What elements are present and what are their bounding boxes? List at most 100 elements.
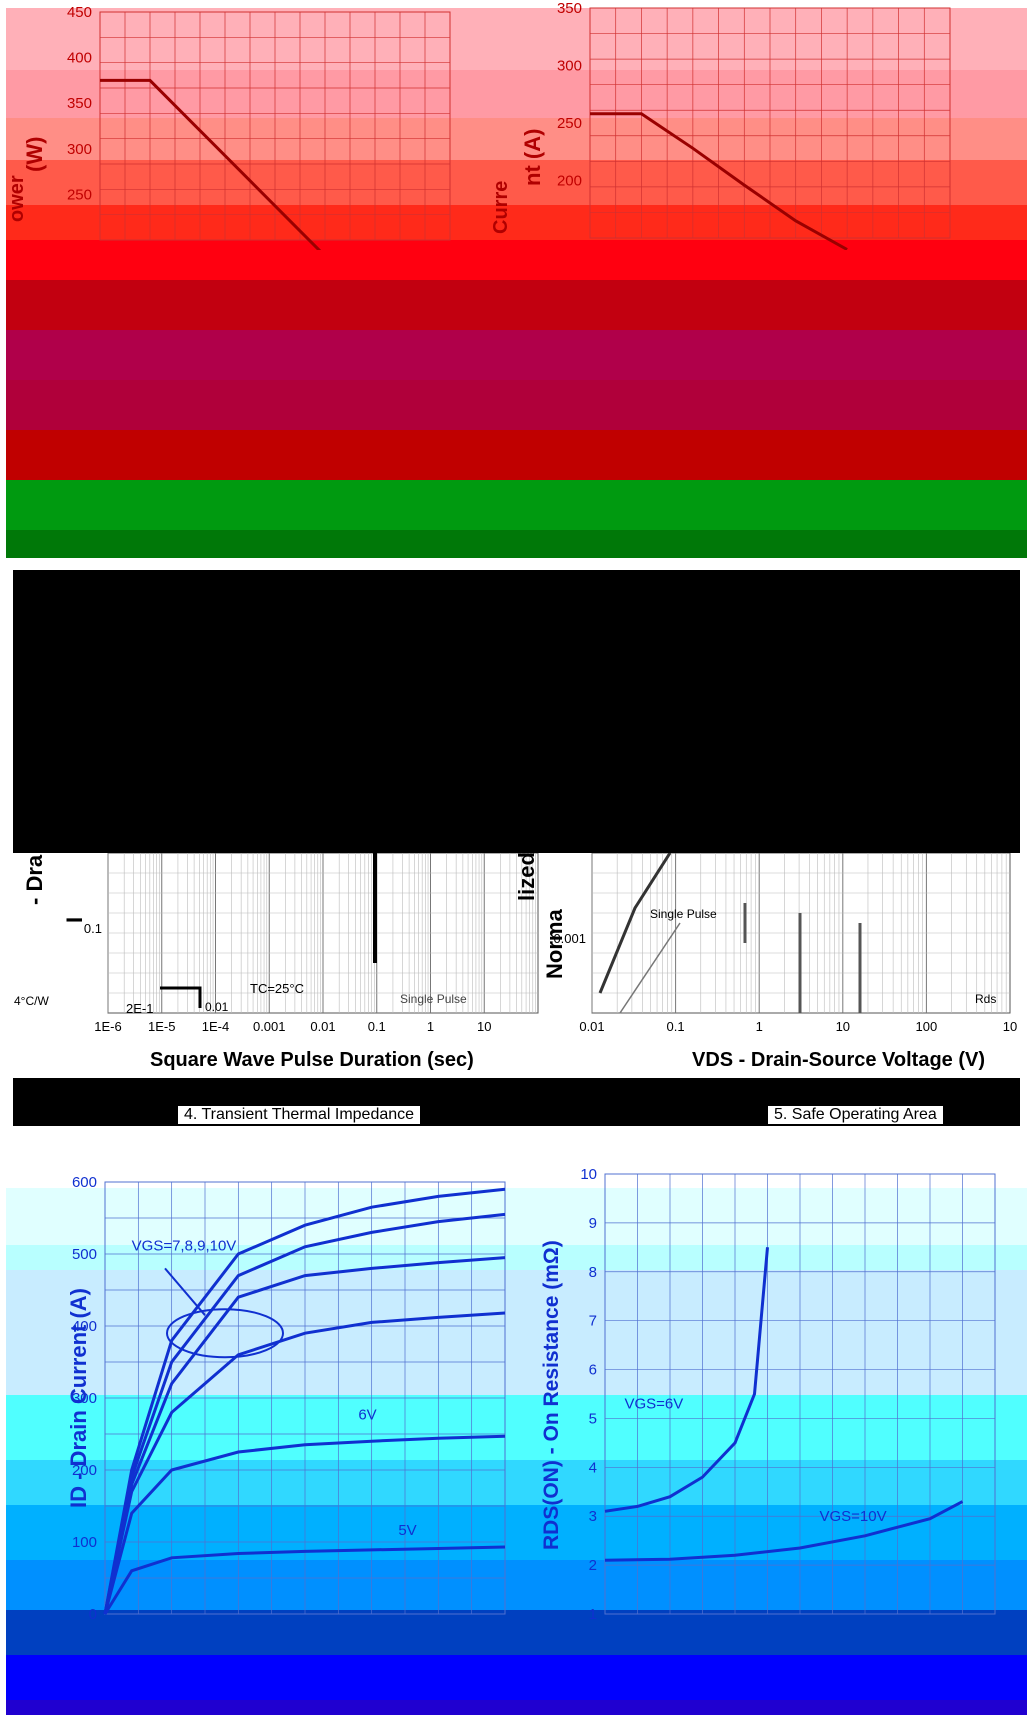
soa-limit-line: [598, 852, 672, 994]
power-derating-svg: 250 300 350 400 450: [67, 4, 451, 283]
safe-operating-area-caption: 5. Safe Operating Area: [768, 1106, 943, 1124]
y-tick-label: 0: [89, 1606, 97, 1620]
current-derating-svg: 200 250 300 350: [557, 0, 951, 251]
x-tick-label: 0.001: [253, 1019, 286, 1034]
vgs-high-annotation: VGS=7,8,9,10V: [132, 1237, 237, 1254]
y-tick-label: 4: [589, 1459, 597, 1476]
vgs-group-ellipse: [166, 1308, 284, 1359]
bottom-band: [6, 1505, 1027, 1560]
series-line: [103, 1256, 506, 1615]
y-tick-label: 250: [557, 115, 582, 132]
on-resistance-y-axis-label: RDS(ON) - On Resistance (mΩ): [540, 1240, 563, 1550]
x-tick-label: 2.5: [428, 1619, 449, 1620]
vgs-5v-annotation: 5V: [398, 1522, 416, 1539]
current-derating-chart: 200 250 300 350 nt (A) Curre: [480, 0, 1033, 251]
series-line: [103, 1212, 506, 1615]
vgs-6v-annotation: VGS=6V: [625, 1396, 684, 1413]
y-tick-label: 300: [72, 1390, 97, 1407]
current-y-axis-fragment: Curre: [490, 180, 512, 234]
power-derating-chart: 250 300 350 400 450 (W) ower: [0, 0, 480, 283]
output-y-axis-label: ID - Drain Current (A): [66, 1288, 91, 1508]
single-pulse-annotation: Single Pulse: [400, 992, 467, 1006]
bottom-band: [6, 1560, 1027, 1610]
series-line: [590, 112, 848, 251]
x-tick-label: 0.0: [95, 1619, 116, 1620]
top-band: [6, 8, 1027, 70]
single-pulse-annotation: Single Pulse: [650, 907, 717, 921]
top-band: [6, 330, 1027, 380]
thermal-impedance-chart: 1E-6 1E-5 1E-4 0.001 0.01 0.1 1 10 0.1 TC=25°C Sin…: [0, 852, 560, 1078]
y-tick-label: 0.001: [553, 931, 586, 946]
y-tick-label: 350: [557, 0, 582, 17]
on-resistance-chart: 1234567891001002003004005006VGS=6VVGS=10…: [540, 1160, 1033, 1636]
y-tick-label: 5: [589, 1410, 597, 1427]
thermal-impedance-caption: 4. Transient Thermal Impedance: [178, 1106, 421, 1124]
y-tick-label: 400: [67, 50, 92, 67]
y-tick-label: 200: [557, 173, 582, 190]
y-tick-label: 2: [589, 1557, 597, 1574]
top-band: [6, 380, 1027, 430]
x-tick-label: 2.0: [361, 1619, 382, 1620]
output-characteristics-chart: 0 100 200 300 400 500 600 0.0 0.5 1.0 1.5 2.0 2.5 3.0…: [0, 1160, 540, 1636]
safe-operating-area-chart: 0.01 0.1 1 10 100 10 0.001 Single Pulse Rds Norm…: [514, 852, 1033, 1078]
vgs-pointer-line: [164, 1267, 206, 1316]
y-tick-label: 100: [72, 1534, 97, 1551]
rth-annotation: 4°C/W: [14, 994, 49, 1008]
x-tick-label: 1: [756, 1019, 763, 1034]
top-band: [6, 530, 1027, 558]
x-tick-label: 10: [836, 1019, 850, 1034]
x-tick-label: 1E-6: [94, 1019, 121, 1034]
series-line: [604, 1500, 964, 1562]
rds-annotation: Rds: [975, 992, 996, 1006]
x-tick-label: 0.1: [667, 1019, 685, 1034]
top-band: [6, 205, 1027, 240]
thermal-y-axis-label: I: [62, 916, 87, 923]
y-tick-label: 0.1: [84, 921, 102, 936]
y-tick-label: 350: [67, 95, 92, 112]
x-tick-label: 0.1: [368, 1019, 386, 1034]
x-tick-label: 200: [722, 1619, 747, 1620]
y-tick-label: 600: [72, 1174, 97, 1191]
y-tick-label: 500: [72, 1246, 97, 1263]
x-tick-label: 0.5: [161, 1619, 182, 1620]
series-line: [100, 78, 352, 283]
current-y-axis-label: nt (A): [520, 128, 545, 186]
bottom-band: [6, 1245, 1027, 1270]
series-line: [103, 1311, 506, 1615]
y-tick-label: 10: [580, 1166, 597, 1183]
thermal-y-axis-fragment: - Dra: [22, 854, 47, 905]
duty-annotation: 0.01: [205, 1000, 229, 1014]
pulse-marker: [160, 986, 202, 1008]
y-tick-label: 8: [589, 1264, 597, 1281]
x-tick-label: 6: [991, 1619, 999, 1620]
x-tick-label: 500: [917, 1619, 942, 1620]
x-tick-label: 1.0: [228, 1619, 249, 1620]
x-tick-label: 10: [477, 1019, 491, 1034]
soa-y-axis-label: Norma: [542, 909, 567, 979]
y-tick-label: 9: [589, 1215, 597, 1232]
x-tick-label: 300: [787, 1619, 812, 1620]
series-line: [103, 1434, 506, 1615]
y-tick-label: 300: [557, 58, 582, 75]
soa-y-axis-fragment: lized: [514, 852, 539, 901]
top-band: [6, 280, 1027, 330]
x-tick-label: 3.0: [495, 1619, 516, 1620]
top-band: [6, 240, 1027, 280]
thermal-impedance-svg: 1E-6 1E-5 1E-4 0.001 0.01 0.1 1 10 0.1 TC=25°C Sin…: [14, 852, 539, 1034]
power-y-axis-label: (W): [22, 136, 47, 172]
bottom-band: [6, 1655, 1027, 1700]
power-y-axis-fragment: ower: [6, 175, 28, 222]
tc-annotation: TC=25°C: [250, 981, 304, 996]
x-tick-label: 0.01: [579, 1019, 604, 1034]
output-characteristics-svg: 0 100 200 300 400 500 600 0.0 0.5 1.0 1.5 2.0 2.5 3.0…: [72, 1174, 516, 1636]
y-tick-label: 200: [72, 1462, 97, 1479]
bottom-band: [6, 1188, 1027, 1245]
x-tick-label: 1.5: [295, 1619, 316, 1620]
top-band: [6, 430, 1027, 480]
x-tick-label: 100: [657, 1619, 682, 1620]
top-band: [6, 480, 1027, 530]
soa-svg: 0.01 0.1 1 10 100 10 0.001 Single Pulse Rds: [553, 852, 1017, 1034]
vgs-6v-annotation: 6V: [358, 1407, 376, 1424]
series-line: [604, 1247, 769, 1513]
x-tick-label: 100: [916, 1019, 938, 1034]
